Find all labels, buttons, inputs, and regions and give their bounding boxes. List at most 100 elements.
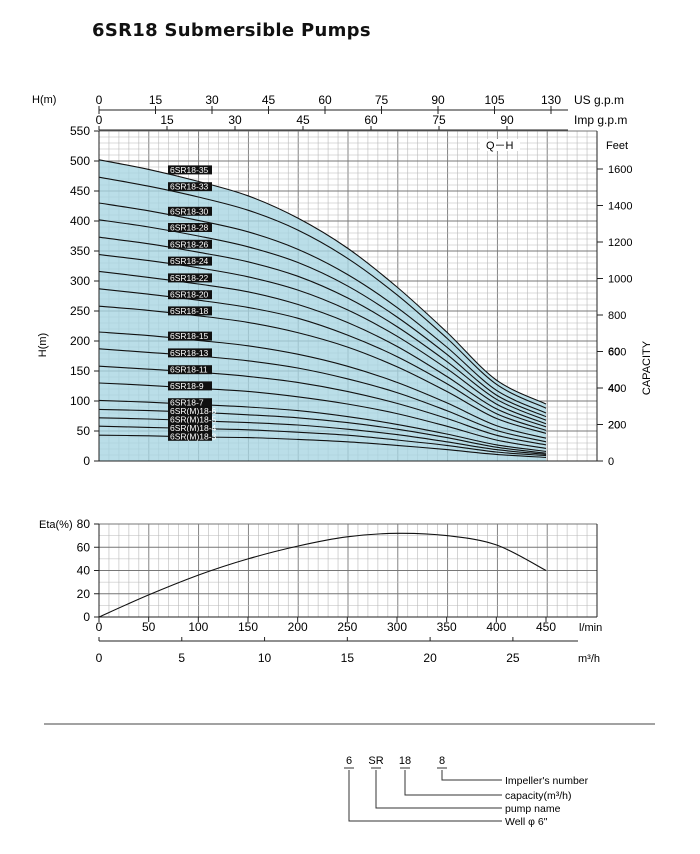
m3h-tick-label: 5 (178, 651, 185, 665)
series-label-bg (168, 239, 212, 249)
m3h-tick-label: 10 (258, 651, 272, 665)
us-gpm-tick-label: 45 (262, 93, 276, 107)
feet-axis-title: Feet (606, 140, 628, 152)
series-label: 6SR18-18 (170, 306, 209, 316)
series-label: 6SR18-15 (170, 331, 209, 341)
y-axis-top-label: H(m) (32, 94, 56, 106)
lmin-tick-label: 400 (486, 620, 506, 634)
lmin-tick-label: 0 (96, 620, 103, 634)
imp-gpm-tick-label: 30 (228, 113, 242, 127)
series-label: 6SR18-22 (170, 273, 209, 283)
series-label-bg (168, 423, 212, 433)
m3h-tick-label: 25 (506, 651, 520, 665)
series-label: 6SR18-26 (170, 239, 209, 249)
m3h-unit: m³/h (578, 653, 600, 665)
y-tick-label: 500 (70, 154, 90, 168)
y-tick-label: 250 (70, 304, 90, 318)
capacity-axis-title: CAPACITY (641, 340, 653, 395)
model-code-meaning: Well φ 6" (505, 816, 548, 828)
model-code-part: SR (368, 755, 383, 767)
m3h-tick-label: 15 (341, 651, 355, 665)
series-label-bg (168, 406, 212, 416)
y-tick-label: 0 (83, 454, 90, 468)
model-code-meaning: pump name (505, 803, 561, 815)
series-label-bg (168, 165, 212, 175)
model-code-part: 18 (399, 755, 411, 767)
page-title: 6SR18 Submersible Pumps (92, 20, 371, 41)
model-code-connector (404, 770, 502, 796)
capacity-tick-label: 40 (608, 383, 620, 395)
curve-tag: Q－H (486, 140, 514, 152)
eta-y-tick-label: 40 (77, 564, 91, 578)
y-tick-label: 400 (70, 214, 90, 228)
series-label-bg (168, 398, 212, 408)
series-label-bg (168, 415, 212, 424)
series-label: 6SR18-33 (170, 182, 209, 192)
y-tick-label: 350 (70, 244, 90, 258)
m3h-tick-label: 20 (423, 651, 437, 665)
series-label: 6SR18-11 (170, 365, 208, 375)
lmin-tick-label: 150 (238, 620, 258, 634)
imp-gpm-tick-label: 0 (96, 113, 103, 127)
imp-gpm-unit: Imp g.p.m (574, 113, 627, 127)
feet-tick-label: 1600 (608, 164, 632, 176)
y-tick-label: 150 (70, 364, 90, 378)
eta-y-tick-label: 0 (83, 610, 90, 624)
y-tick-label: 50 (77, 424, 91, 438)
feet-tick-label: 1000 (608, 274, 632, 286)
lmin-tick-label: 450 (536, 620, 556, 634)
feet-tick-label: 1200 (608, 237, 632, 249)
y-tick-label: 200 (70, 334, 90, 348)
imp-gpm-tick-label: 75 (432, 113, 446, 127)
qh-curve (98, 159, 547, 405)
model-code-part: 6 (346, 755, 352, 767)
lmin-tick-label: 250 (337, 620, 357, 634)
eta-y-tick-label: 80 (77, 517, 91, 531)
lmin-tick-label: 100 (188, 620, 208, 634)
series-label: 6SR(M)18-5 (170, 415, 217, 425)
series-label-bg (168, 256, 212, 266)
imp-gpm-tick-label: 90 (500, 113, 514, 127)
eta-curve (98, 532, 547, 618)
us-gpm-tick-label: 90 (431, 93, 445, 107)
feet-tick-label: 400 (608, 383, 626, 395)
series-label-bg (168, 348, 212, 358)
feet-tick-label: 600 (608, 347, 626, 359)
lmin-tick-label: 200 (288, 620, 308, 634)
model-code-connector (348, 770, 502, 822)
model-code-connector (441, 770, 502, 781)
y-tick-label: 550 (70, 124, 90, 138)
series-label: 6SR18-13 (170, 348, 209, 358)
operating-area-fill (99, 159, 546, 462)
m3h-tick-label: 0 (96, 651, 103, 665)
us-gpm-tick-label: 0 (96, 93, 103, 107)
imp-gpm-tick-label: 60 (364, 113, 378, 127)
us-gpm-tick-label: 130 (541, 93, 561, 107)
series-label-bg (168, 431, 212, 441)
y-tick-label: 100 (70, 394, 90, 408)
y-tick-label: 300 (70, 274, 90, 288)
curve-tag-bg (480, 139, 520, 151)
series-label: 6SR18-28 (170, 223, 209, 233)
eta-y-tick-label: 20 (77, 587, 91, 601)
lmin-tick-label: 50 (142, 620, 156, 634)
us-gpm-tick-label: 75 (375, 93, 389, 107)
series-label-bg (168, 306, 212, 316)
eta-axis-title: Eta(%) (39, 519, 73, 531)
capacity-tick-label: 20 (608, 419, 620, 431)
series-label: 6SR18-9 (170, 381, 204, 391)
series-label: 6SR(M)18-4 (170, 423, 217, 433)
series-label-bg (168, 365, 212, 375)
feet-tick-label: 800 (608, 310, 626, 322)
series-label: 6SR18-30 (170, 206, 209, 216)
us-gpm-unit: US g.p.m (574, 93, 624, 107)
series-label: 6SR18-24 (170, 256, 209, 266)
series-label: 6SR18-20 (170, 290, 209, 300)
y-axis-title: H(m) (37, 333, 49, 357)
us-gpm-tick-label: 30 (205, 93, 219, 107)
model-code-meaning: capacity(m³/h) (505, 790, 572, 802)
series-label-bg (168, 182, 212, 192)
lmin-tick-label: 300 (387, 620, 407, 634)
series-label-bg (168, 331, 212, 341)
